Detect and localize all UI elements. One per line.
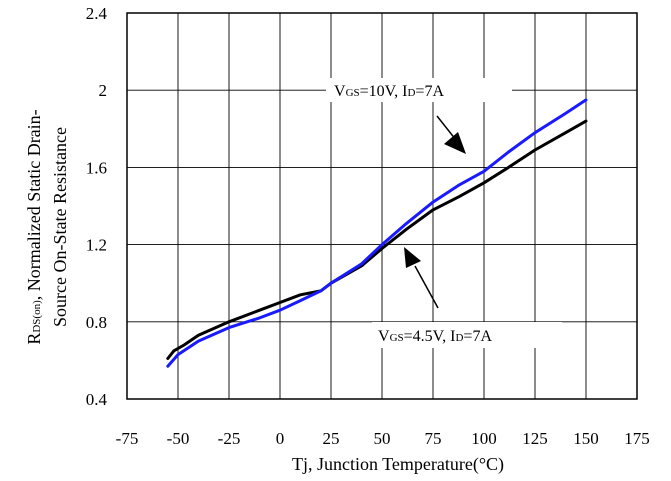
- x-tick-label: 50: [374, 429, 391, 448]
- y-tick-label: 0.4: [86, 390, 108, 409]
- plot-frame: [126, 12, 638, 400]
- y-tick-label: 1.2: [86, 236, 107, 255]
- annotation-10v: VGS=10V, ID=7A: [334, 83, 444, 100]
- y-tick-label: 0.8: [86, 313, 107, 332]
- x-tick-label: 175: [624, 429, 650, 448]
- y-tick-label: 1.6: [86, 158, 107, 177]
- x-tick-label: 125: [522, 429, 548, 448]
- svg-text:RDS(on), Normalized Static Dra: RDS(on), Normalized Static Drain-: [24, 109, 44, 344]
- annotation-4-5v: VGS=4.5V, ID=7A: [378, 328, 492, 345]
- y-tick-label: 2.4: [86, 4, 108, 23]
- series-lines: [166, 98, 588, 368]
- x-tick-label: -50: [167, 429, 190, 448]
- annotation-bg-10v: [326, 78, 512, 102]
- y-axis-title-main: R: [24, 333, 44, 345]
- x-axis-title: Tj, Junction Temperature(°C): [292, 454, 504, 475]
- x-tick-labels: -75 -50 -25 0 25 50 75 100 125 150 175: [116, 429, 650, 448]
- arrow-4-5v: [404, 247, 439, 309]
- x-tick-label: -75: [116, 429, 139, 448]
- y-axis-title-sub: DS(on): [31, 300, 43, 333]
- x-tick-label: -25: [218, 429, 241, 448]
- y-tick-labels: 0.4 0.8 1.2 1.6 2 2.4: [86, 4, 108, 409]
- y-axis-title: RDS(on), Normalized Static Drain- Source…: [24, 109, 70, 344]
- x-tick-label: 25: [323, 429, 340, 448]
- annotation-bg-4-5v: [372, 322, 562, 348]
- y-axis-title-rest: , Normalized Static Drain-: [24, 109, 44, 300]
- y-tick-label: 2: [99, 81, 108, 100]
- x-tick-label: 0: [276, 429, 285, 448]
- arrow-10v: [436, 115, 466, 154]
- x-tick-label: 150: [573, 429, 599, 448]
- x-tick-label: 75: [425, 429, 442, 448]
- series-line-vgs-10v: [166, 98, 588, 368]
- y-axis-title-line2: Source On-State Resistance: [50, 127, 70, 327]
- x-tick-label: 100: [471, 429, 497, 448]
